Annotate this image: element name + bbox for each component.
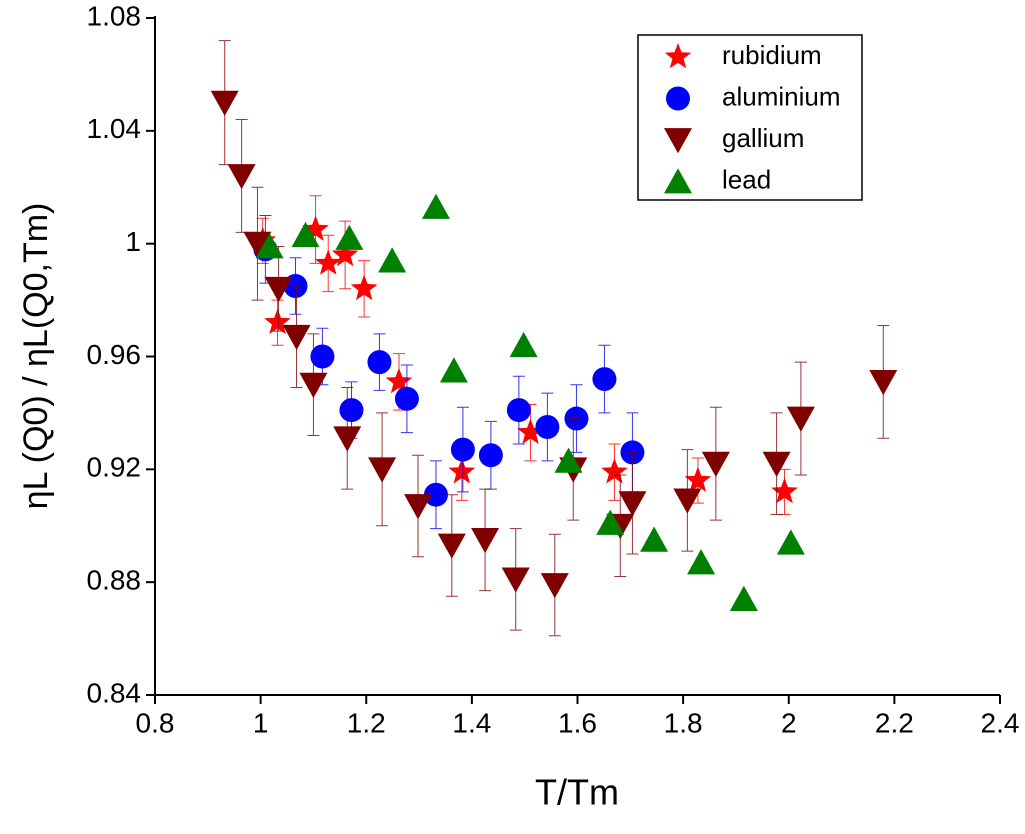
marker: [701, 451, 730, 477]
x-tick-label: 1.2: [347, 707, 386, 738]
y-tick-label: 1.08: [87, 0, 142, 31]
marker: [314, 249, 342, 275]
legend-marker: [664, 128, 692, 154]
x-tick-label: 0.8: [136, 707, 175, 738]
marker: [786, 406, 815, 432]
marker: [423, 482, 448, 507]
y-tick-label: 0.92: [87, 452, 142, 483]
x-tick-label: 1.4: [452, 707, 491, 738]
marker: [501, 567, 530, 593]
marker: [437, 533, 466, 559]
marker: [517, 418, 544, 444]
marker: [448, 458, 476, 484]
marker: [601, 458, 628, 484]
marker: [687, 549, 716, 575]
x-tick-label: 1.6: [558, 707, 597, 738]
marker: [762, 451, 791, 477]
legend-label: gallium: [722, 123, 804, 153]
marker: [478, 443, 503, 468]
marker: [439, 357, 468, 383]
marker: [394, 386, 419, 411]
marker: [378, 247, 407, 273]
x-tick-label: 2: [781, 707, 797, 738]
marker: [210, 90, 239, 116]
marker: [333, 426, 362, 452]
marker: [640, 526, 669, 552]
marker: [673, 488, 702, 514]
y-tick-label: 1: [125, 226, 141, 257]
legend-marker: [664, 43, 692, 69]
marker: [684, 466, 712, 492]
marker: [302, 215, 329, 241]
marker: [471, 527, 500, 554]
marker: [776, 529, 805, 555]
y-axis-title: ηL (Q0) / ηL(Q0,Tm): [17, 203, 55, 510]
marker: [339, 398, 364, 423]
marker: [331, 241, 359, 267]
y-tick-label: 0.84: [87, 677, 142, 708]
y-tick-label: 0.96: [87, 339, 142, 370]
marker: [506, 398, 531, 423]
legend-label: aluminium: [722, 81, 841, 111]
marker: [540, 573, 569, 599]
legend-marker: [666, 86, 690, 111]
marker: [255, 233, 284, 259]
marker: [264, 308, 291, 334]
marker: [554, 447, 583, 473]
marker: [368, 457, 397, 483]
x-axis-title: T/Tm: [535, 772, 619, 813]
marker: [335, 224, 364, 250]
y-tick-label: 1.04: [87, 113, 142, 144]
marker: [299, 372, 328, 399]
y-tick-label: 0.88: [87, 565, 142, 596]
marker: [243, 231, 272, 257]
marker: [596, 509, 625, 535]
marker: [227, 164, 256, 190]
marker: [592, 367, 617, 392]
legend-label: lead: [722, 164, 771, 194]
marker: [450, 437, 475, 462]
x-tick-label: 1: [253, 707, 269, 738]
marker: [385, 367, 413, 394]
marker: [310, 344, 335, 369]
marker: [350, 274, 378, 301]
marker: [509, 331, 538, 358]
marker: [869, 369, 898, 396]
x-tick-label: 2.2: [875, 707, 914, 738]
marker: [404, 494, 433, 520]
marker: [367, 350, 392, 375]
marker: [618, 491, 647, 517]
legend-marker: [664, 168, 692, 194]
marker: [264, 276, 293, 303]
x-tick-label: 1.8: [664, 707, 703, 738]
marker: [535, 415, 560, 440]
marker: [282, 324, 311, 351]
x-tick-label: 2.4: [981, 707, 1020, 738]
marker: [771, 477, 798, 504]
marker: [421, 193, 450, 219]
legend-label: rubidium: [722, 40, 822, 70]
marker: [729, 585, 758, 611]
marker: [291, 221, 320, 248]
